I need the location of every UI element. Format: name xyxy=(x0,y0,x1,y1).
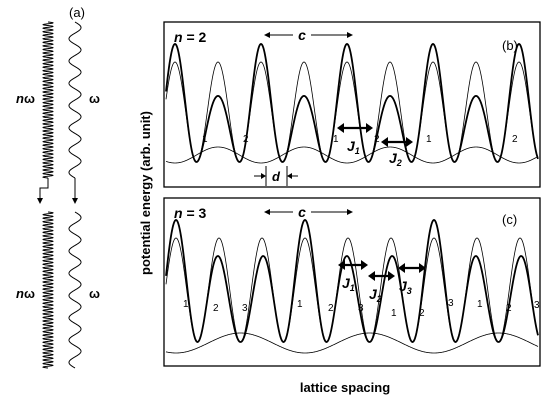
panel-b-thick-potential-curve xyxy=(165,43,539,163)
panel-b-site-label: 1 xyxy=(202,134,208,145)
arrow-left-icon xyxy=(337,123,344,133)
high-frequency-wave-top xyxy=(42,21,54,179)
panel-c-site-label: 3 xyxy=(534,300,540,311)
panel-c-site-label: 1 xyxy=(477,299,483,310)
panel-c-j2-label: J2 xyxy=(369,286,382,304)
arrow-right-icon xyxy=(406,137,413,147)
panel-b-j2-label: J2 xyxy=(389,150,402,168)
low-frequency-wave-top xyxy=(68,21,82,179)
panel-c-period-label: c xyxy=(298,204,306,220)
panel-c-site-label: 1 xyxy=(183,299,189,310)
high-frequency-wave-bottom xyxy=(42,211,54,369)
arrow-down-icon xyxy=(37,198,43,204)
panel-c-site-label: 1 xyxy=(391,308,397,319)
panel-c-site-label: 2 xyxy=(419,308,425,319)
panel-b-site-label: 2 xyxy=(512,134,518,145)
panel-c-thick-potential-curve xyxy=(165,219,539,343)
arrow-right-icon xyxy=(366,123,373,133)
arrow-down-icon xyxy=(72,198,78,204)
panel-c: 1 2 3 1 2 3 1 2 3 1 2 3 n = 3 (c) c J1 J2 J3 xyxy=(163,197,541,367)
panel-b-label: (b) xyxy=(502,38,518,53)
panel-c-site-label: 2 xyxy=(213,303,219,314)
panel-c-site-label: 2 xyxy=(506,303,512,314)
connector-line-left xyxy=(39,178,49,200)
arrow-right-icon xyxy=(361,260,368,270)
panel-c-label: (c) xyxy=(502,212,517,227)
panel-b-site-label: 1 xyxy=(333,134,339,145)
panel-c-site-label: 2 xyxy=(328,303,334,314)
panel-b-thin-potential-curve xyxy=(165,61,539,163)
panel-b-period-label: c xyxy=(298,27,306,43)
panel-c-site-label: 3 xyxy=(448,298,454,309)
arrow-left-icon xyxy=(264,32,270,38)
arrow-left-icon xyxy=(381,137,388,147)
panel-c-n-label: n = 3 xyxy=(174,205,207,221)
panel-b-site-label: 2 xyxy=(374,134,380,145)
arrow-left-icon xyxy=(264,209,270,215)
panel-b: 1 2 1 2 1 2 n = 2 (b) c d J1 J2 xyxy=(163,21,541,188)
panel-b-n-label: n = 2 xyxy=(174,29,207,45)
arrow-right-icon xyxy=(347,209,353,215)
n-omega-label-top: nω xyxy=(16,91,35,106)
arrow-left-icon xyxy=(338,260,345,270)
omega-label-top: ω xyxy=(89,91,100,106)
x-axis-label: lattice spacing xyxy=(300,380,390,395)
panel-c-site-label: 3 xyxy=(358,303,364,314)
arrow-right-icon xyxy=(419,263,426,273)
panel-c-low-potential-curve xyxy=(165,332,539,354)
arrow-right-icon xyxy=(261,173,266,179)
arrow-left-icon xyxy=(287,173,292,179)
panel-c-site-label: 1 xyxy=(297,299,303,310)
arrow-right-icon xyxy=(347,32,353,38)
y-axis-label: potential energy (arb. unit) xyxy=(138,111,153,275)
panel-b-frame xyxy=(163,21,541,188)
panel-b-low-potential-curve xyxy=(165,146,539,164)
panel-c-site-label: 3 xyxy=(242,303,248,314)
arrow-right-icon xyxy=(388,271,395,281)
panel-c-j1-label: J1 xyxy=(342,275,355,293)
panel-b-spacing-label: d xyxy=(272,169,281,184)
panel-b-j1-label: J1 xyxy=(347,138,360,156)
n-omega-label-bottom: nω xyxy=(16,286,35,301)
panel-b-site-label: 1 xyxy=(426,134,432,145)
panel-c-frame xyxy=(163,197,541,367)
panel-c-thin-potential-curve xyxy=(165,237,539,343)
low-frequency-wave-bottom xyxy=(68,211,82,369)
panel-a: (a) nω ω nω ω xyxy=(16,5,100,369)
panel-c-j3-label: J3 xyxy=(399,278,412,296)
panel-a-label: (a) xyxy=(69,5,85,20)
panel-b-site-label: 2 xyxy=(243,134,249,145)
arrow-left-icon xyxy=(398,263,405,273)
omega-label-bottom: ω xyxy=(89,286,100,301)
arrow-left-icon xyxy=(368,271,375,281)
